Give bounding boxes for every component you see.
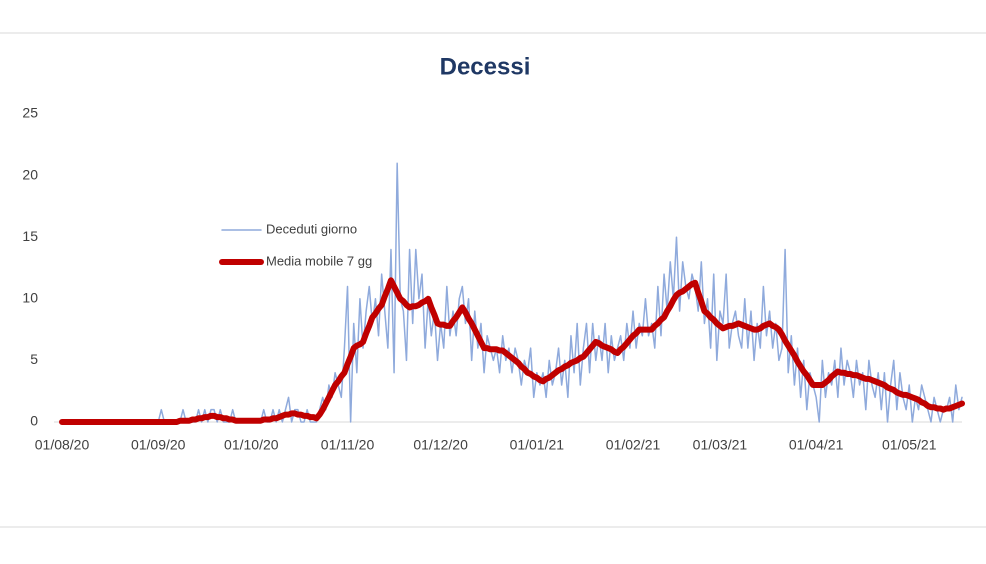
legend-label: Media mobile 7 gg	[266, 253, 372, 268]
x-tick-label: 01/11/20	[321, 437, 375, 453]
y-tick-label: 5	[30, 351, 38, 367]
x-tick-label: 01/04/21	[789, 437, 844, 453]
legend-label: Deceduti giorno	[266, 221, 357, 236]
y-tick-label: 25	[22, 105, 38, 121]
x-tick-label: 01/12/20	[413, 437, 468, 453]
x-tick-label: 01/05/21	[882, 437, 937, 453]
x-tick-label: 01/09/20	[131, 437, 186, 453]
y-tick-label: 0	[30, 413, 38, 429]
series-line	[59, 277, 965, 425]
x-tick-label: 01/03/21	[693, 437, 748, 453]
y-tick-label: 10	[22, 290, 38, 306]
x-tick-label: 01/10/20	[224, 437, 279, 453]
x-tick-label: 01/02/21	[606, 437, 661, 453]
chart-title: Decessi	[440, 53, 531, 80]
x-tick-label: 01/08/20	[35, 437, 90, 453]
x-tick-label: 01/01/21	[510, 437, 565, 453]
y-tick-label: 20	[22, 166, 38, 182]
y-tick-label: 15	[22, 228, 38, 244]
